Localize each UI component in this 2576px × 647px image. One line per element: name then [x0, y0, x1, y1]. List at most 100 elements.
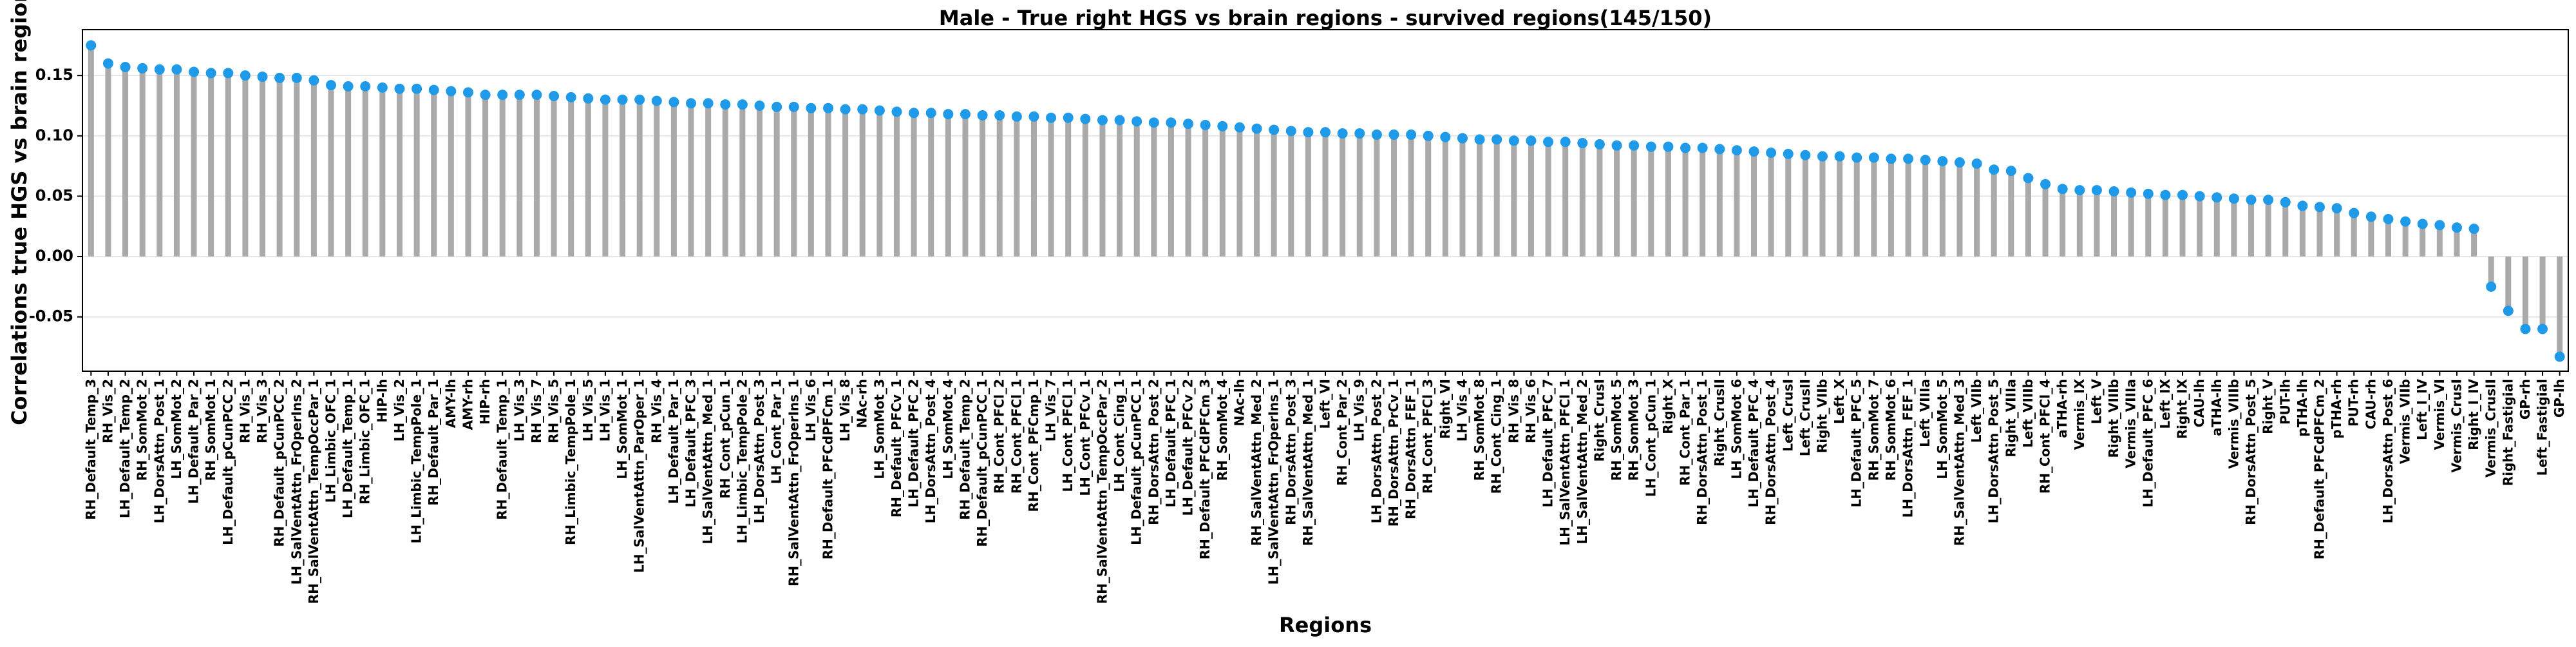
x-tick-label: Left_VIIIa — [1917, 379, 1933, 447]
dot — [1971, 158, 1982, 169]
dot — [1440, 131, 1451, 142]
x-tick-label: RH_Default_PFCdPFCm_1 — [820, 379, 836, 559]
dot — [2074, 185, 2085, 196]
x-tick-label: LH_Default_Par_2 — [186, 379, 202, 504]
dot — [600, 94, 611, 105]
x-tick-label: RH_Cont_Par_2 — [1334, 379, 1350, 486]
stem — [2025, 178, 2031, 257]
dot — [1645, 141, 1656, 152]
stem — [1030, 116, 1037, 257]
x-tick-label: Left_Fastigial — [2535, 379, 2550, 476]
x-tick-label: Right_VIIIb — [2106, 379, 2121, 458]
x-tick-label: RH_Cont_Cing_1 — [1489, 379, 1504, 494]
x-tick-label: Left_V — [2088, 378, 2104, 424]
dot — [2297, 200, 2308, 211]
x-tick-label: RH_DorsAttn_Post_4 — [1763, 379, 1779, 525]
stem — [757, 105, 763, 257]
stem — [225, 73, 231, 257]
x-tick-label: RH_Cont_pCun_1 — [717, 379, 733, 499]
dot — [1594, 139, 1605, 150]
x-tick-label: RH_SomMot_7 — [1866, 379, 1881, 481]
dot — [1852, 152, 1862, 163]
x-tick-label: RH_Vis_2 — [100, 379, 115, 443]
dot — [514, 90, 525, 101]
x-tick-label: LH_Default_PFC_7 — [1540, 379, 1556, 507]
dot — [223, 68, 234, 79]
x-tick-label: RH_Limbic_OFC_1 — [357, 379, 373, 505]
dot — [1200, 119, 1211, 130]
dot — [1697, 142, 1708, 153]
x-tick-label: LH_Default_Temp_1 — [340, 379, 355, 518]
dot — [1217, 121, 1228, 131]
stem — [1117, 120, 1123, 257]
stem — [1322, 132, 1329, 257]
stem — [585, 98, 591, 257]
stem — [980, 115, 986, 257]
dot — [2143, 188, 2154, 199]
stem — [2385, 219, 2391, 257]
dot — [1508, 135, 1519, 146]
stem — [242, 75, 249, 257]
dot — [2263, 195, 2274, 206]
dot — [2468, 224, 2479, 235]
x-tick-label: RH_Cont_Par_1 — [1678, 379, 1693, 486]
x-tick-label: RH_SalVentAttn_Med_3 — [1951, 379, 1967, 546]
stem — [825, 108, 831, 257]
stem — [1596, 144, 1603, 257]
stem — [1425, 135, 1432, 257]
x-tick-label: Right_VIIb — [1815, 379, 1830, 453]
stem — [1528, 140, 1534, 257]
stem — [1751, 151, 1757, 257]
y-tick-label: -0.05 — [29, 307, 73, 325]
x-tick-label: LH_Default_PFC_2 — [906, 379, 922, 507]
x-tick-label: RH_DorsAttn_Post_2 — [1146, 379, 1161, 525]
stem — [2094, 190, 2100, 257]
dot — [2005, 166, 2016, 177]
stem — [1768, 153, 1774, 257]
stem — [620, 99, 626, 257]
stem — [1219, 126, 1226, 257]
stem — [2197, 196, 2203, 257]
x-tick-label: Right_VIIIa — [2003, 379, 2018, 458]
dot — [1629, 140, 1640, 151]
dot — [891, 106, 902, 117]
y-tick-label: 0.05 — [35, 186, 73, 204]
stem — [1956, 162, 1963, 257]
x-tick-label: RH_SalVentAttn_TempOccPar_1 — [306, 379, 321, 604]
stem — [1151, 122, 1157, 257]
x-tick-label: RH_SomMot_8 — [1472, 379, 1487, 481]
dot — [754, 100, 765, 111]
dot — [1954, 157, 1965, 168]
stem — [191, 72, 197, 257]
y-axis-label: Correlations true HGS vs brain regions — [7, 0, 32, 425]
x-tick-label: RH_Limbic_TempPole_1 — [563, 379, 578, 545]
x-tick-label: LH_SomMot_5 — [1935, 379, 1950, 479]
dot — [205, 68, 216, 79]
stem — [2368, 217, 2374, 257]
dot — [480, 90, 491, 101]
stem — [1871, 157, 1877, 257]
stem — [808, 108, 814, 257]
x-tick-label: RH_Vis_7 — [529, 379, 544, 443]
dot — [1989, 164, 2000, 175]
x-tick-label: Left_VIIIb — [2020, 379, 2036, 448]
stem — [1271, 130, 1277, 257]
dot — [737, 99, 748, 110]
dot — [1526, 135, 1537, 146]
dot — [1166, 117, 1177, 128]
dot — [343, 81, 354, 92]
dot — [617, 94, 628, 105]
dot — [2108, 186, 2119, 197]
stem — [2060, 189, 2066, 257]
dot — [1817, 151, 1828, 162]
x-tick-label: LH_DorsAttn_Post_2 — [1368, 379, 1384, 523]
x-tick-label: LH_Limbic_TempPole_2 — [734, 379, 750, 543]
stem — [1545, 142, 1551, 257]
stem — [1065, 117, 1072, 257]
stem — [533, 95, 540, 257]
stem — [1562, 142, 1569, 257]
stem — [208, 73, 214, 257]
dot — [1748, 146, 1759, 157]
x-tick-label: RH_Cont_PFCl_3 — [1420, 379, 1435, 494]
